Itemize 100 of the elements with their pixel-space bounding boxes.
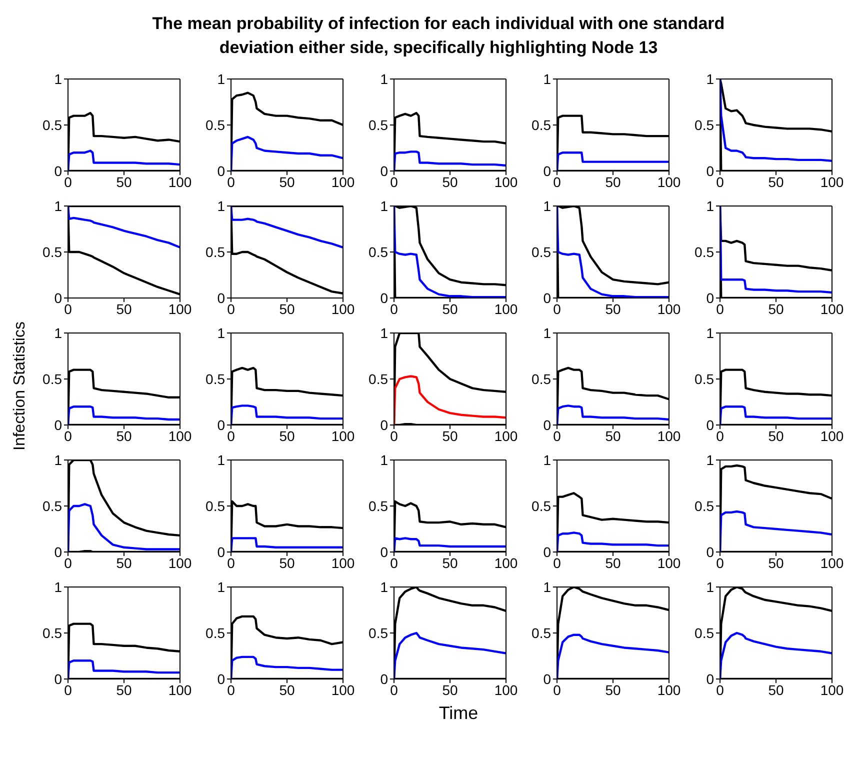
y-tick-label: 1 — [380, 70, 388, 87]
y-tick-label: 0.5 — [42, 116, 62, 133]
x-tick-label: 50 — [768, 554, 784, 571]
y-tick-label: 0 — [543, 544, 552, 560]
x-tick-label: 50 — [279, 300, 295, 317]
x-tick-label: 50 — [116, 428, 132, 444]
y-axis-title: Infection Statistics — [11, 321, 29, 450]
y-tick-label: 0 — [54, 162, 62, 179]
x-tick-label: 100 — [331, 300, 355, 317]
x-tick-label: 0 — [64, 300, 72, 317]
x-tick-label: 50 — [279, 682, 295, 698]
chart-title: The mean probability of infection for each individual with one standard deviation either side, specifically highlighting Node 13 — [151, 13, 726, 59]
y-tick-label: 0 — [217, 670, 226, 687]
x-tick-label: 50 — [768, 428, 784, 444]
x-tick-label: 0 — [390, 174, 398, 190]
y-tick-label: 0 — [380, 416, 388, 433]
x-tick-label: 0 — [716, 554, 724, 571]
x-tick-label: 0 — [227, 300, 236, 317]
y-tick-label: 0.5 — [206, 116, 226, 133]
x-tick-label: 100 — [820, 682, 844, 698]
x-axis-title: Time — [438, 703, 480, 724]
y-tick-label: 0 — [543, 416, 552, 433]
y-tick-label: 1 — [543, 578, 552, 595]
x-tick-label: 100 — [820, 554, 844, 571]
y-tick-label: 0.5 — [368, 624, 388, 641]
y-tick-label: 0.5 — [694, 498, 714, 514]
x-tick-label: 50 — [605, 174, 621, 190]
x-tick-label: 0 — [390, 428, 398, 444]
y-tick-label: 1 — [54, 452, 62, 468]
x-tick-label: 0 — [716, 300, 724, 317]
x-tick-label: 100 — [657, 682, 681, 698]
x-tick-label: 0 — [716, 174, 724, 190]
y-tick-label: 0.5 — [532, 498, 552, 514]
y-tick-label: 1 — [706, 70, 714, 87]
y-tick-label: 0 — [54, 670, 62, 687]
x-tick-label: 0 — [716, 682, 724, 698]
y-tick-label: 0.5 — [42, 370, 62, 387]
x-tick-label: 100 — [331, 554, 355, 571]
x-tick-label: 0 — [553, 554, 562, 571]
x-tick-label: 100 — [494, 682, 518, 698]
x-tick-label: 50 — [768, 174, 784, 190]
y-tick-label: 1 — [380, 452, 388, 468]
x-tick-label: 100 — [494, 554, 518, 571]
x-tick-label: 100 — [657, 428, 681, 444]
y-tick-label: 0.5 — [206, 244, 226, 260]
x-tick-label: 50 — [442, 682, 458, 698]
x-tick-label: 100 — [331, 428, 355, 444]
y-tick-label: 0 — [217, 290, 226, 306]
y-tick-label: 1 — [543, 70, 552, 87]
x-tick-label: 50 — [442, 174, 458, 190]
x-tick-label: 0 — [227, 554, 236, 571]
x-tick-label: 0 — [227, 682, 236, 698]
x-tick-label: 100 — [168, 300, 192, 317]
y-tick-label: 1 — [706, 578, 714, 595]
x-tick-label: 100 — [331, 174, 355, 190]
x-tick-label: 50 — [768, 682, 784, 698]
x-tick-label: 0 — [553, 174, 562, 190]
x-tick-label: 50 — [605, 428, 621, 444]
x-tick-label: 100 — [820, 174, 844, 190]
y-tick-label: 1 — [217, 578, 226, 595]
y-tick-label: 0.5 — [368, 370, 388, 387]
y-tick-label: 0 — [54, 290, 62, 306]
y-tick-label: 1 — [543, 198, 552, 214]
x-tick-label: 50 — [116, 300, 132, 317]
x-tick-label: 100 — [168, 682, 192, 698]
x-tick-label: 0 — [553, 300, 562, 317]
x-tick-label: 50 — [116, 174, 132, 190]
y-tick-label: 0.5 — [694, 624, 714, 641]
y-tick-label: 1 — [380, 198, 388, 214]
y-tick-label: 0.5 — [206, 498, 226, 514]
x-tick-label: 0 — [390, 300, 398, 317]
y-tick-label: 1 — [54, 324, 62, 341]
y-tick-label: 0.5 — [42, 498, 62, 514]
y-tick-label: 0.5 — [206, 624, 226, 641]
x-tick-label: 0 — [64, 428, 72, 444]
y-tick-label: 0 — [217, 162, 226, 179]
y-tick-label: 0 — [706, 670, 714, 687]
x-tick-label: 100 — [168, 174, 192, 190]
x-tick-label: 50 — [605, 300, 621, 317]
y-tick-label: 0 — [706, 544, 714, 560]
y-tick-label: 1 — [706, 198, 714, 214]
x-tick-label: 50 — [116, 554, 132, 571]
y-tick-label: 1 — [543, 452, 552, 468]
x-tick-label: 50 — [116, 682, 132, 698]
x-tick-label: 50 — [442, 300, 458, 317]
y-tick-label: 0.5 — [206, 370, 226, 387]
x-tick-label: 100 — [820, 300, 844, 317]
x-tick-label: 50 — [442, 428, 458, 444]
y-tick-label: 0 — [380, 544, 388, 560]
x-tick-label: 50 — [605, 554, 621, 571]
y-tick-label: 1 — [217, 70, 226, 87]
x-tick-label: 0 — [390, 682, 398, 698]
x-tick-label: 100 — [331, 682, 355, 698]
y-tick-label: 0 — [543, 290, 552, 306]
x-tick-label: 0 — [227, 174, 236, 190]
y-tick-label: 1 — [380, 324, 388, 341]
y-tick-label: 1 — [54, 70, 62, 87]
x-tick-label: 100 — [168, 554, 192, 571]
y-tick-label: 0.5 — [694, 244, 714, 260]
x-tick-label: 100 — [657, 554, 681, 571]
